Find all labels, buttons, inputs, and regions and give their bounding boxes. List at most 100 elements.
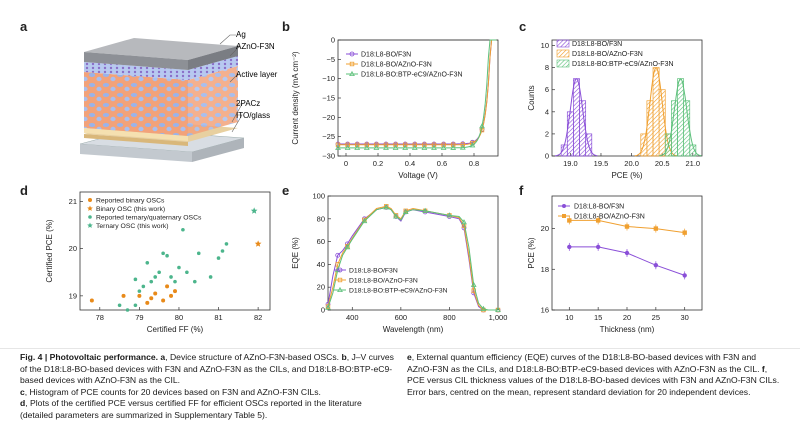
y-tick-label: 6 (545, 85, 549, 94)
jv-point (392, 144, 399, 150)
x-tick-label: 80 (175, 313, 183, 322)
x-tick-label: 21.0 (686, 159, 701, 168)
glass-layer-front (80, 144, 192, 162)
legend-marker (87, 222, 93, 228)
y-tick-label: −20 (322, 113, 335, 122)
y-tick-label: 16 (541, 306, 549, 315)
x-tick-label: 79 (135, 313, 143, 322)
scatter-point (141, 284, 146, 289)
jv-point (374, 142, 379, 147)
scatter-point (157, 270, 161, 275)
legend-marker (88, 198, 92, 202)
active-layer-side (188, 66, 238, 136)
x-tick-label: 0 (344, 159, 348, 168)
scatter-point (165, 284, 170, 289)
ag-layer-side (188, 46, 238, 70)
x-tick-label: 82 (254, 313, 262, 322)
y-axis-label: EQE (%) (291, 237, 300, 269)
jv-point (373, 144, 380, 150)
x-tick-label: 20 (623, 313, 631, 322)
scatter-point (125, 308, 130, 312)
x-tick-label: 25 (652, 313, 660, 322)
legend-swatch (556, 59, 570, 68)
scatter-point (224, 242, 229, 246)
jv-point (441, 142, 446, 147)
x-axis-label: Thickness (nm) (600, 325, 655, 334)
y-tick-label: −15 (322, 94, 335, 103)
jv-series-line-2 (338, 39, 497, 146)
jv-point (363, 144, 370, 150)
x-tick-label: 800 (443, 313, 456, 322)
jv-point (383, 142, 389, 147)
scatter-point (133, 303, 138, 308)
y-tick-label: −25 (322, 132, 335, 141)
y-tick-label: 0 (331, 36, 335, 45)
jv-point (412, 142, 417, 147)
glass-layer-side (192, 138, 244, 162)
jv-point (431, 144, 437, 150)
x-axis-label: Certified FF (%) (147, 325, 204, 334)
jv-point (469, 142, 476, 148)
y-axis-label: PCE (%) (527, 237, 536, 268)
plot-frame (551, 39, 703, 157)
histogram-bar (566, 111, 574, 157)
x-axis-label: Wavelength (nm) (383, 325, 444, 334)
y-tick-label: 8 (545, 63, 549, 72)
scatter-point (149, 296, 154, 301)
legend-label: D18:L8-BO/AZnO-F3N (349, 278, 418, 285)
x-tick-label: 1,000 (489, 313, 508, 322)
jv-point (422, 142, 427, 147)
scatter-point (220, 249, 225, 253)
caption-left: Fig. 4 | Photovoltaic performance. a, De… (20, 352, 395, 422)
y-tick-label: −10 (322, 74, 335, 83)
legend-marker (87, 205, 93, 211)
panel-letter-f: f (519, 183, 524, 198)
eqe-point (325, 304, 331, 310)
scatter-point (173, 279, 177, 284)
x-tick-label: 20.5 (655, 159, 670, 168)
jv-point (364, 142, 369, 147)
legend-label: D18:L8-BO:BTP-eC9/AZnO-F3N (572, 61, 674, 68)
x-tick-label: 0.8 (469, 159, 479, 168)
panel-letter-d: d (20, 183, 28, 198)
jv-point (402, 144, 409, 150)
jv-point (459, 144, 466, 150)
legend-marker (349, 51, 355, 57)
caption-text-f: , PCE versus CIL thickness values of the… (407, 363, 780, 397)
legend-marker (337, 286, 343, 292)
jv-point (355, 142, 360, 147)
scatter-point (177, 265, 181, 270)
legend-label: Reported binary OSCs (96, 198, 165, 205)
scatter-point (117, 303, 122, 308)
eqe-point (344, 244, 351, 250)
gaussian-fit (555, 78, 598, 157)
legend-label: D18:L8-BO/AZnO-F3N (572, 51, 643, 58)
caption-key-d: d (20, 398, 26, 409)
jv-point (479, 123, 485, 129)
thickness-point (653, 226, 659, 231)
caption-divider (0, 348, 800, 349)
label-ag: Ag (236, 30, 246, 39)
legend-marker (349, 70, 355, 76)
caption-text-e: , External quantum efficiency (EQE) curv… (407, 352, 762, 374)
y-tick-label: 0 (321, 306, 325, 315)
y-tick-label: 40 (317, 260, 325, 269)
scatter-point (89, 298, 94, 303)
device-structure-diagram: Ag AZnO-F3N Active layer 2PACz ITO/glass (79, 30, 278, 162)
caption-text-d: , Plots of the certified PCE versus cert… (20, 398, 362, 420)
scatter-point (181, 227, 185, 232)
legend-label: Binary OSC (this work) (96, 206, 165, 213)
x-tick-label: 0.4 (405, 159, 415, 168)
jv-point (421, 144, 428, 150)
thickness-point (624, 250, 630, 256)
caption-text-b: , J–V curves of the D18:L8-BO-based devi… (20, 352, 394, 386)
legend-label: Reported ternary/quaternary OSCs (96, 215, 202, 222)
scatter-point (169, 275, 173, 279)
scatter-point (165, 253, 169, 258)
scatter-point (153, 291, 158, 296)
jv-series-line-1 (338, 39, 497, 145)
jv-point (450, 142, 456, 147)
thickness-point (595, 218, 601, 223)
scatter-point (161, 251, 165, 256)
caption-fig-label: Fig. 4 | Photovoltaic performance. (20, 352, 159, 362)
